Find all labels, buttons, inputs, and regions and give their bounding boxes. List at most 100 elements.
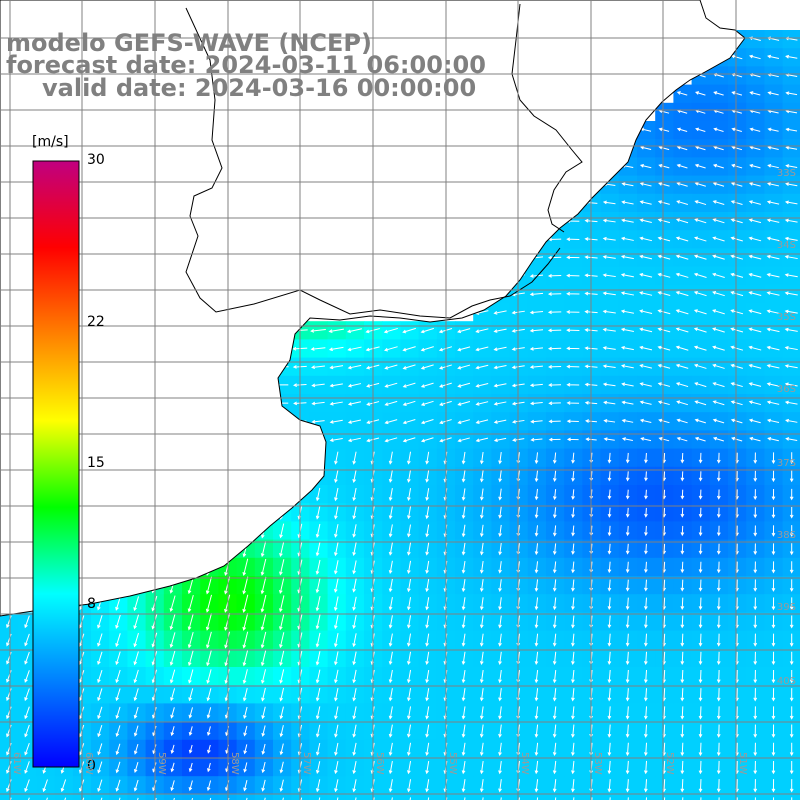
wind-arrow — [388, 651, 393, 666]
wind-arrow — [571, 489, 575, 500]
wind-arrow — [534, 633, 539, 647]
wind-arrow — [639, 254, 653, 260]
wind-arrow — [530, 437, 543, 442]
wind-arrow — [627, 797, 629, 800]
wind-arrow — [133, 743, 139, 755]
wind-arrow — [310, 347, 326, 351]
wind-arrow — [329, 437, 343, 442]
wind-arrow — [785, 182, 798, 187]
wind-arrow — [425, 597, 430, 611]
wind-arrow — [773, 797, 775, 800]
wind-arrow — [675, 236, 689, 242]
wind-arrow — [607, 452, 612, 464]
wind-arrow — [457, 437, 470, 443]
wind-arrow — [748, 309, 762, 315]
wind-arrow — [664, 797, 666, 800]
wind-arrow — [676, 418, 688, 424]
wind-arrow — [407, 706, 412, 720]
wind-arrow — [698, 706, 703, 720]
latitude-label: 38S — [776, 530, 796, 541]
wind-arrow — [698, 779, 703, 793]
wind-arrow — [547, 346, 562, 351]
wind-arrow — [352, 761, 357, 775]
wind-arrow — [391, 797, 393, 800]
wind-arrow — [420, 400, 434, 406]
wind-cell — [709, 794, 729, 800]
wind-arrow — [352, 524, 357, 538]
wind-arrow — [133, 706, 139, 719]
wind-arrow — [694, 218, 707, 224]
wind-arrow — [566, 346, 580, 351]
wind-arrow — [461, 579, 466, 593]
wind-arrow — [785, 164, 798, 168]
wind-arrow — [498, 488, 502, 501]
wind-arrow — [534, 488, 539, 501]
wind-cell — [673, 794, 693, 800]
wind-arrow — [694, 436, 706, 442]
wind-arrow — [529, 274, 544, 278]
wind-arrow — [498, 615, 502, 629]
wind-arrow — [388, 706, 393, 720]
wind-arrow — [260, 541, 267, 558]
wind-arrow — [475, 419, 489, 424]
wind-arrow — [457, 419, 470, 425]
wind-arrow — [407, 688, 412, 702]
wind-arrow — [498, 651, 502, 666]
wind-cell — [109, 794, 128, 800]
wind-arrow — [420, 382, 434, 388]
wind-arrow — [500, 797, 502, 800]
wind-arrow — [602, 200, 616, 205]
wind-arrow — [644, 561, 648, 574]
wind-arrow — [407, 633, 412, 647]
wind-arrow — [602, 309, 616, 314]
wind-arrow — [591, 797, 593, 800]
wind-arrow — [680, 525, 685, 537]
wind-arrow — [311, 419, 325, 424]
wind-arrow — [730, 291, 744, 297]
wind-arrow — [388, 633, 393, 647]
wind-arrow — [749, 163, 761, 169]
wind-cell — [382, 794, 401, 800]
wind-arrow — [334, 688, 339, 702]
wind-arrow — [680, 779, 685, 793]
wind-arrow — [206, 726, 211, 737]
wind-arrow — [713, 91, 724, 96]
wind-arrow — [753, 489, 758, 501]
wind-arrow — [643, 651, 648, 665]
model-title: modelo GEFS-WAVE (NCEP) — [6, 29, 372, 57]
wind-arrow — [420, 346, 434, 352]
wind-arrow — [388, 469, 393, 483]
wind-arrow — [566, 255, 580, 260]
wind-arrow — [730, 382, 743, 388]
wind-arrow — [552, 779, 557, 793]
wind-arrow — [784, 364, 798, 369]
wind-arrow — [693, 345, 707, 351]
wind-arrow — [753, 507, 758, 519]
wind-arrow — [639, 400, 652, 405]
forecast-date: forecast date: 2024-03-11 06:00:00 — [6, 51, 486, 79]
longitude-label: 51W — [737, 752, 748, 775]
wind-arrow — [607, 633, 612, 647]
wind-arrow — [767, 54, 780, 60]
wind-arrow — [498, 633, 502, 647]
wind-arrow — [384, 437, 398, 443]
wind-cell — [509, 794, 529, 800]
wind-arrow — [315, 669, 321, 684]
wind-arrow — [753, 724, 758, 738]
wind-arrow — [698, 525, 703, 537]
wind-arrow — [753, 561, 758, 574]
wind-cell — [327, 794, 347, 800]
wind-arrow — [731, 127, 742, 132]
wind-arrow — [552, 579, 557, 592]
wind-arrow — [785, 418, 798, 423]
wind-arrow — [388, 615, 393, 629]
wind-arrow — [493, 346, 507, 352]
wind-arrow — [479, 597, 484, 611]
wind-arrow — [789, 615, 794, 629]
wind-arrow — [498, 524, 502, 538]
wind-arrow — [789, 724, 794, 738]
wind-arrow — [698, 615, 703, 629]
wind-arrow — [261, 669, 267, 684]
wind-arrow — [347, 419, 361, 424]
wind-arrow — [657, 254, 671, 260]
